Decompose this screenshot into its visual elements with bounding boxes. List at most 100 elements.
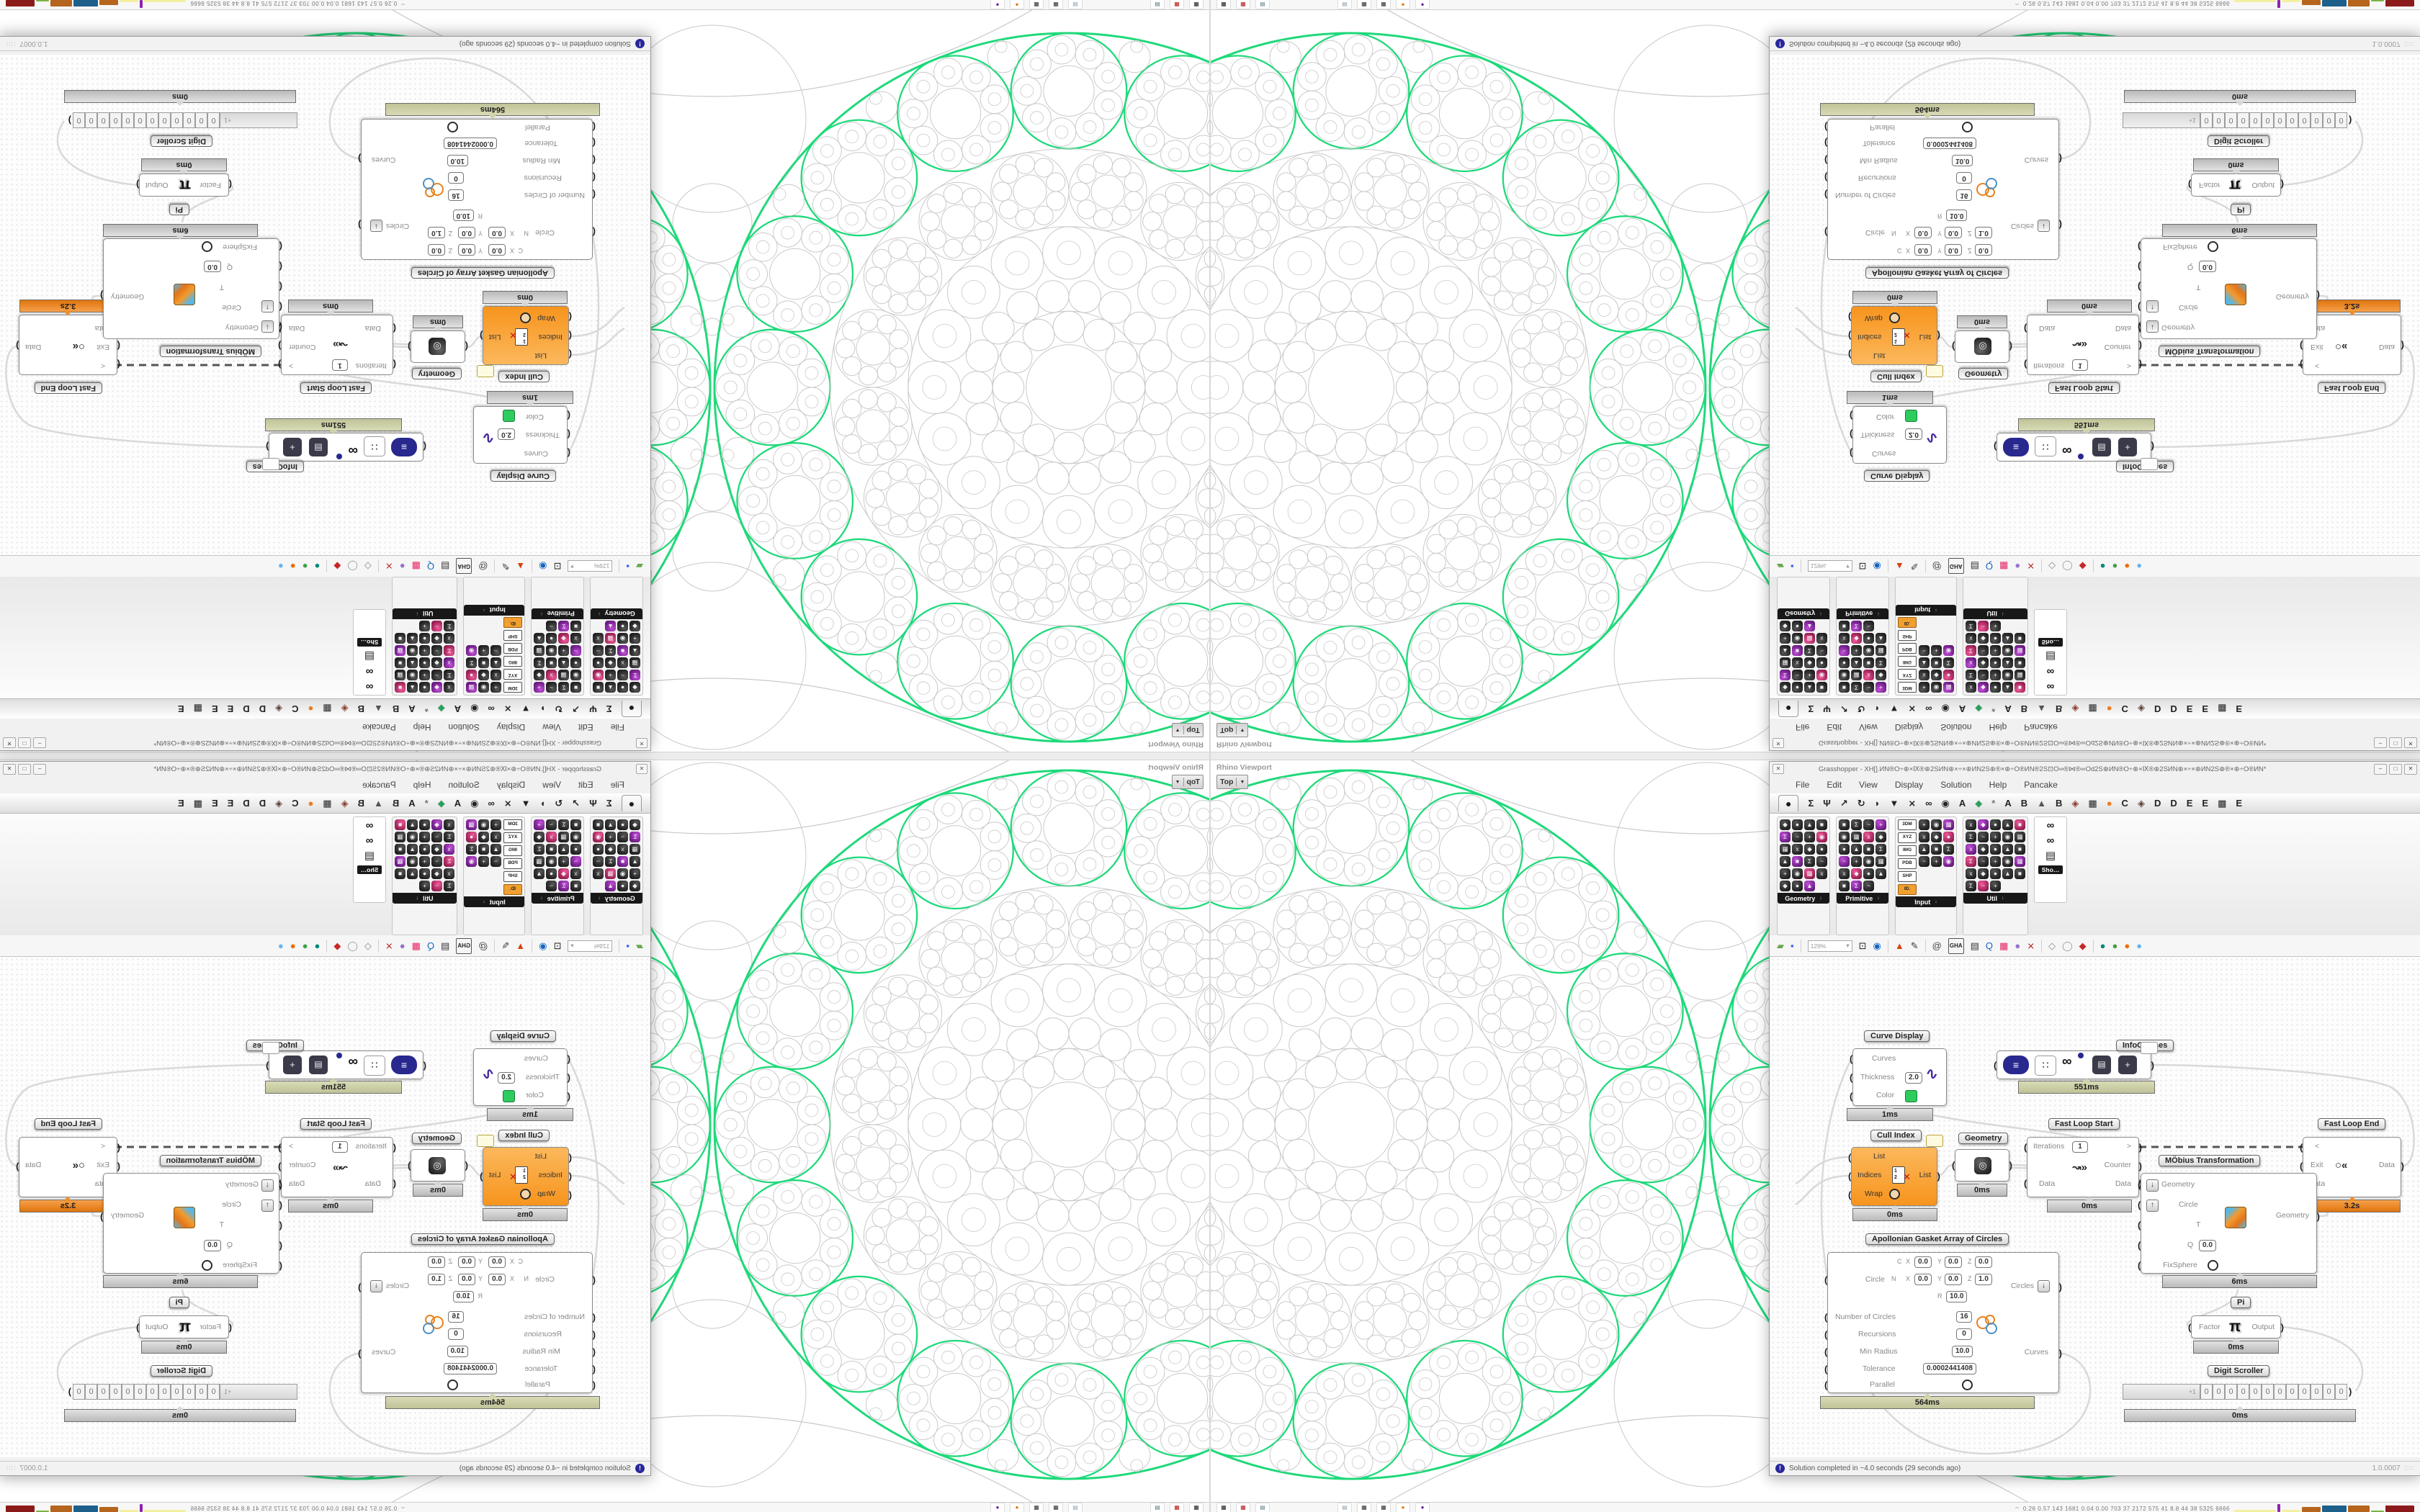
input-port[interactable]: ( bbox=[592, 1312, 596, 1323]
category-tab-2[interactable]: Ψ bbox=[589, 703, 597, 715]
category-tab-9[interactable]: ◉ bbox=[1941, 797, 1950, 809]
titlebar[interactable]: ✕ Grasshopper - XH[].ИN®O÷⊕×Ⅸ®⊕2SИN⊕×÷×⊕… bbox=[1770, 736, 2420, 750]
component-icon[interactable]: ● bbox=[617, 682, 628, 693]
output-port[interactable]: ) bbox=[1937, 330, 1940, 341]
component-icon[interactable]: + bbox=[1990, 645, 2001, 656]
taskbar-app-icon[interactable]: ▦ bbox=[1216, 0, 1231, 10]
palette-group-label[interactable]: Primitive ↓ bbox=[1837, 893, 1888, 904]
output-port[interactable]: ) bbox=[16, 1161, 19, 1171]
goggles-icon[interactable]: ∞ bbox=[365, 665, 374, 678]
component-icon[interactable]: ◉ bbox=[407, 856, 418, 867]
component-icon[interactable]: ~ bbox=[617, 832, 628, 842]
component-icon[interactable]: ◉ bbox=[478, 819, 489, 830]
component-icon[interactable]: ▦ bbox=[605, 633, 616, 644]
output-port[interactable]: ) bbox=[1937, 1171, 1940, 1182]
component-icon[interactable]: Σ bbox=[1943, 657, 1954, 668]
digit-cell[interactable]: 0 bbox=[146, 112, 158, 128]
component-icon[interactable]: Σ bbox=[1851, 682, 1862, 693]
input-port[interactable]: ( bbox=[1848, 1189, 1852, 1200]
component-icon[interactable]: x bbox=[1816, 868, 1827, 879]
component-icon[interactable]: + bbox=[558, 856, 569, 867]
gh-canvas[interactable]: Curve Display Curves Thickness 2.0 ∿ Col… bbox=[0, 957, 650, 1457]
goggles-icon[interactable]: ∞ bbox=[2046, 819, 2055, 832]
output-port[interactable]: ) bbox=[2058, 153, 2062, 164]
component-icon[interactable]: ◉ bbox=[1792, 868, 1803, 879]
c-z[interactable]: 0.0 bbox=[428, 244, 445, 256]
digit-cell[interactable]: 0 bbox=[207, 1384, 220, 1400]
component-icon[interactable]: x bbox=[546, 832, 557, 842]
component-icon[interactable]: ● bbox=[419, 868, 430, 879]
presentation-icon[interactable]: ▤ bbox=[2045, 650, 2056, 662]
r-value[interactable]: 10.0 bbox=[452, 1291, 474, 1302]
component-icon[interactable]: ▦ bbox=[2015, 856, 2025, 867]
component-icon[interactable]: ▲ bbox=[629, 856, 640, 867]
thickness-value[interactable]: 2.0 bbox=[1905, 428, 1922, 440]
gasket-label[interactable]: Apollonian Gasket Array of Circles bbox=[411, 267, 555, 279]
category-tab-5[interactable]: ◗ bbox=[1874, 703, 1881, 715]
component-icon[interactable]: ■ bbox=[478, 657, 489, 668]
component-icon[interactable]: ▦ bbox=[395, 670, 405, 680]
component-icon[interactable]: ■ bbox=[1931, 657, 1942, 668]
component-icon[interactable]: ~ bbox=[1839, 856, 1850, 867]
chevron-down-icon[interactable]: ▼ bbox=[1175, 727, 1180, 733]
curve-display-label[interactable]: Curve Display bbox=[1864, 1030, 1930, 1042]
toolbar-icon-13[interactable]: ◇ bbox=[364, 561, 372, 572]
component-icon[interactable]: ▦ bbox=[558, 670, 569, 680]
toolbar-icon-8[interactable]: ▤ bbox=[441, 940, 450, 951]
category-tab-8[interactable]: ∞ bbox=[1925, 797, 1932, 809]
component-icon[interactable]: ▲ bbox=[2002, 682, 2013, 693]
taskbar-app-icon[interactable]: ● bbox=[990, 0, 1005, 10]
category-tab-5[interactable]: ◗ bbox=[1874, 797, 1881, 809]
geometry-param-component[interactable]: ◎ () bbox=[1952, 1149, 2012, 1182]
component-icon[interactable]: + bbox=[1990, 621, 2001, 631]
chevron-down-icon[interactable]: ↓ bbox=[598, 896, 601, 901]
component-icon[interactable]: ◆ bbox=[1978, 819, 1989, 830]
input-port[interactable]: ( bbox=[567, 1072, 570, 1083]
taskbar-app-icon[interactable]: ● bbox=[1396, 0, 1410, 10]
toolbar-icon-5[interactable]: ✎ bbox=[501, 940, 510, 951]
palette-group-label[interactable]: Primitive ↓ bbox=[1837, 608, 1888, 619]
taskbar-app-icon[interactable]: ▦ bbox=[1357, 0, 1371, 10]
toolbar-icon-15[interactable]: ◆ bbox=[2079, 940, 2087, 951]
component-icon[interactable]: ▦ bbox=[534, 856, 544, 867]
component-icon[interactable]: ▦ bbox=[1943, 682, 1954, 693]
input-port[interactable]: ( bbox=[2188, 1322, 2192, 1333]
menu-item-solution[interactable]: Solution bbox=[1940, 722, 1972, 732]
palette-chip-ID.[interactable]: ID. bbox=[1898, 884, 1917, 895]
menu-item-view[interactable]: View bbox=[1859, 722, 1878, 732]
input-port[interactable]: ( bbox=[279, 1240, 282, 1251]
component-icon[interactable]: ▦ bbox=[558, 832, 569, 842]
component-icon[interactable]: ▦ bbox=[1804, 633, 1815, 644]
category-tab-4[interactable]: ↻ bbox=[555, 703, 563, 715]
component-icon[interactable]: + bbox=[419, 832, 430, 842]
toolbar-icon-17[interactable]: ● bbox=[2112, 561, 2118, 572]
category-tab-18[interactable]: ▦ bbox=[323, 703, 332, 715]
taskbar-app-icon[interactable]: ▦ bbox=[1376, 0, 1391, 10]
toolbar-icon-13[interactable]: ◇ bbox=[2048, 561, 2056, 572]
palette-chip-XYZ[interactable]: XYZ bbox=[503, 832, 522, 843]
input-port[interactable]: ( bbox=[423, 441, 426, 452]
toolbar-icon-11[interactable]: ● bbox=[2015, 940, 2021, 951]
component-icon[interactable]: Σ bbox=[1966, 670, 1976, 680]
digit-cell[interactable]: 0 bbox=[2237, 112, 2249, 128]
palette-chip-XYZ[interactable]: XYZ bbox=[503, 669, 522, 680]
category-tab-5[interactable]: ◗ bbox=[539, 797, 546, 809]
category-tab-12[interactable]: * bbox=[1991, 703, 1996, 715]
input-port[interactable]: ( bbox=[568, 349, 572, 360]
component-icon[interactable]: ▲ bbox=[2002, 819, 2013, 830]
category-tab-15[interactable]: ▲ bbox=[374, 797, 383, 809]
component-icon[interactable]: Σ bbox=[1966, 881, 1976, 891]
component-icon[interactable]: ◉ bbox=[1931, 819, 1942, 830]
digit-cell[interactable]: 0 bbox=[122, 1384, 134, 1400]
component-icon[interactable]: ~ bbox=[431, 645, 442, 656]
input-port[interactable]: ( bbox=[1850, 1053, 1853, 1064]
circles-flatten-icon[interactable]: ↓ bbox=[370, 220, 382, 232]
component-icon[interactable]: ● bbox=[419, 657, 430, 668]
component-icon[interactable]: Σ bbox=[558, 621, 569, 631]
input-port[interactable]: ( bbox=[2188, 179, 2192, 190]
category-tab-22[interactable]: D bbox=[2154, 797, 2161, 809]
component-icon[interactable]: ◆ bbox=[1978, 844, 1989, 855]
component-icon[interactable]: ~ bbox=[617, 670, 628, 680]
chevron-down-icon[interactable]: ↓ bbox=[1877, 611, 1880, 616]
menu-item-pancake[interactable]: Pancake bbox=[2024, 780, 2058, 790]
